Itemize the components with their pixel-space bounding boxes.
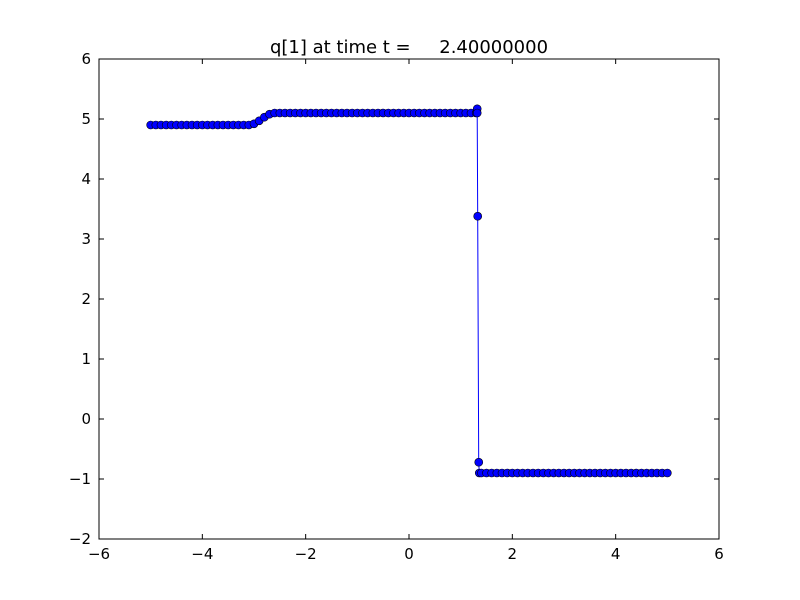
data-point	[474, 457, 484, 467]
series-line	[150, 108, 668, 474]
data-point	[473, 211, 483, 221]
y-tick-label: 6	[81, 50, 91, 68]
x-tick-label: −2	[295, 545, 317, 563]
x-tick-label: −6	[88, 545, 110, 563]
plot-area	[146, 104, 672, 478]
y-tick-label: 0	[81, 410, 91, 428]
y-tick-label: 4	[81, 170, 91, 188]
y-tick-label: 2	[81, 290, 91, 308]
axes: −6 −4 −2 0 2 4 6 −2 −1 0 1 2 3 4 5 6	[69, 50, 724, 563]
chart-title: q[1] at time t = 2.40000000	[270, 37, 548, 58]
x-tick-label: 6	[714, 545, 724, 563]
data-point	[663, 468, 672, 478]
y-tick-label: 1	[81, 350, 91, 368]
x-tick-label: 2	[508, 545, 518, 563]
y-tick-label: −2	[69, 530, 91, 548]
axes-frame	[98, 58, 720, 540]
data-point	[472, 108, 482, 118]
x-tick-label: −4	[191, 545, 213, 563]
x-tick-label: 4	[611, 545, 621, 563]
y-tick-label: −1	[69, 470, 91, 488]
y-tick-label: 5	[81, 110, 91, 128]
x-tick-label: 0	[404, 545, 414, 563]
y-tick-label: 3	[81, 230, 91, 248]
